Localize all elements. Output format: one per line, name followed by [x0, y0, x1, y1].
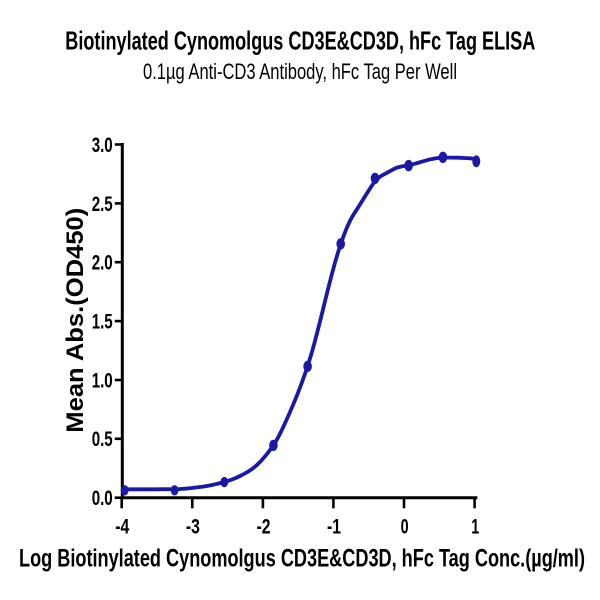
svg-text:2.0: 2.0	[92, 251, 113, 275]
svg-text:1: 1	[471, 514, 479, 539]
svg-text:Biotinylated Cynomolgus CD3E&C: Biotinylated Cynomolgus CD3E&CD3D, hFc T…	[65, 27, 535, 55]
svg-text:2.5: 2.5	[92, 192, 113, 216]
svg-text:1.5: 1.5	[92, 310, 113, 334]
svg-text:-4: -4	[115, 514, 129, 539]
svg-text:0.1µg Anti-CD3 Antibody, hFc T: 0.1µg Anti-CD3 Antibody, hFc Tag Per Wel…	[143, 59, 457, 84]
svg-text:0.5: 0.5	[92, 427, 113, 451]
svg-text:Log Biotinylated Cynomolgus CD: Log Biotinylated Cynomolgus CD3E&CD3D, h…	[19, 546, 585, 573]
svg-text:Mean Abs.(OD450): Mean Abs.(OD450)	[62, 208, 89, 433]
svg-text:0: 0	[401, 514, 409, 539]
svg-text:3.0: 3.0	[92, 133, 113, 157]
svg-text:0.0: 0.0	[92, 486, 113, 510]
svg-text:-3: -3	[186, 514, 200, 539]
svg-text:-1: -1	[327, 514, 341, 539]
svg-text:1.0: 1.0	[92, 368, 113, 392]
svg-text:-2: -2	[257, 514, 271, 539]
